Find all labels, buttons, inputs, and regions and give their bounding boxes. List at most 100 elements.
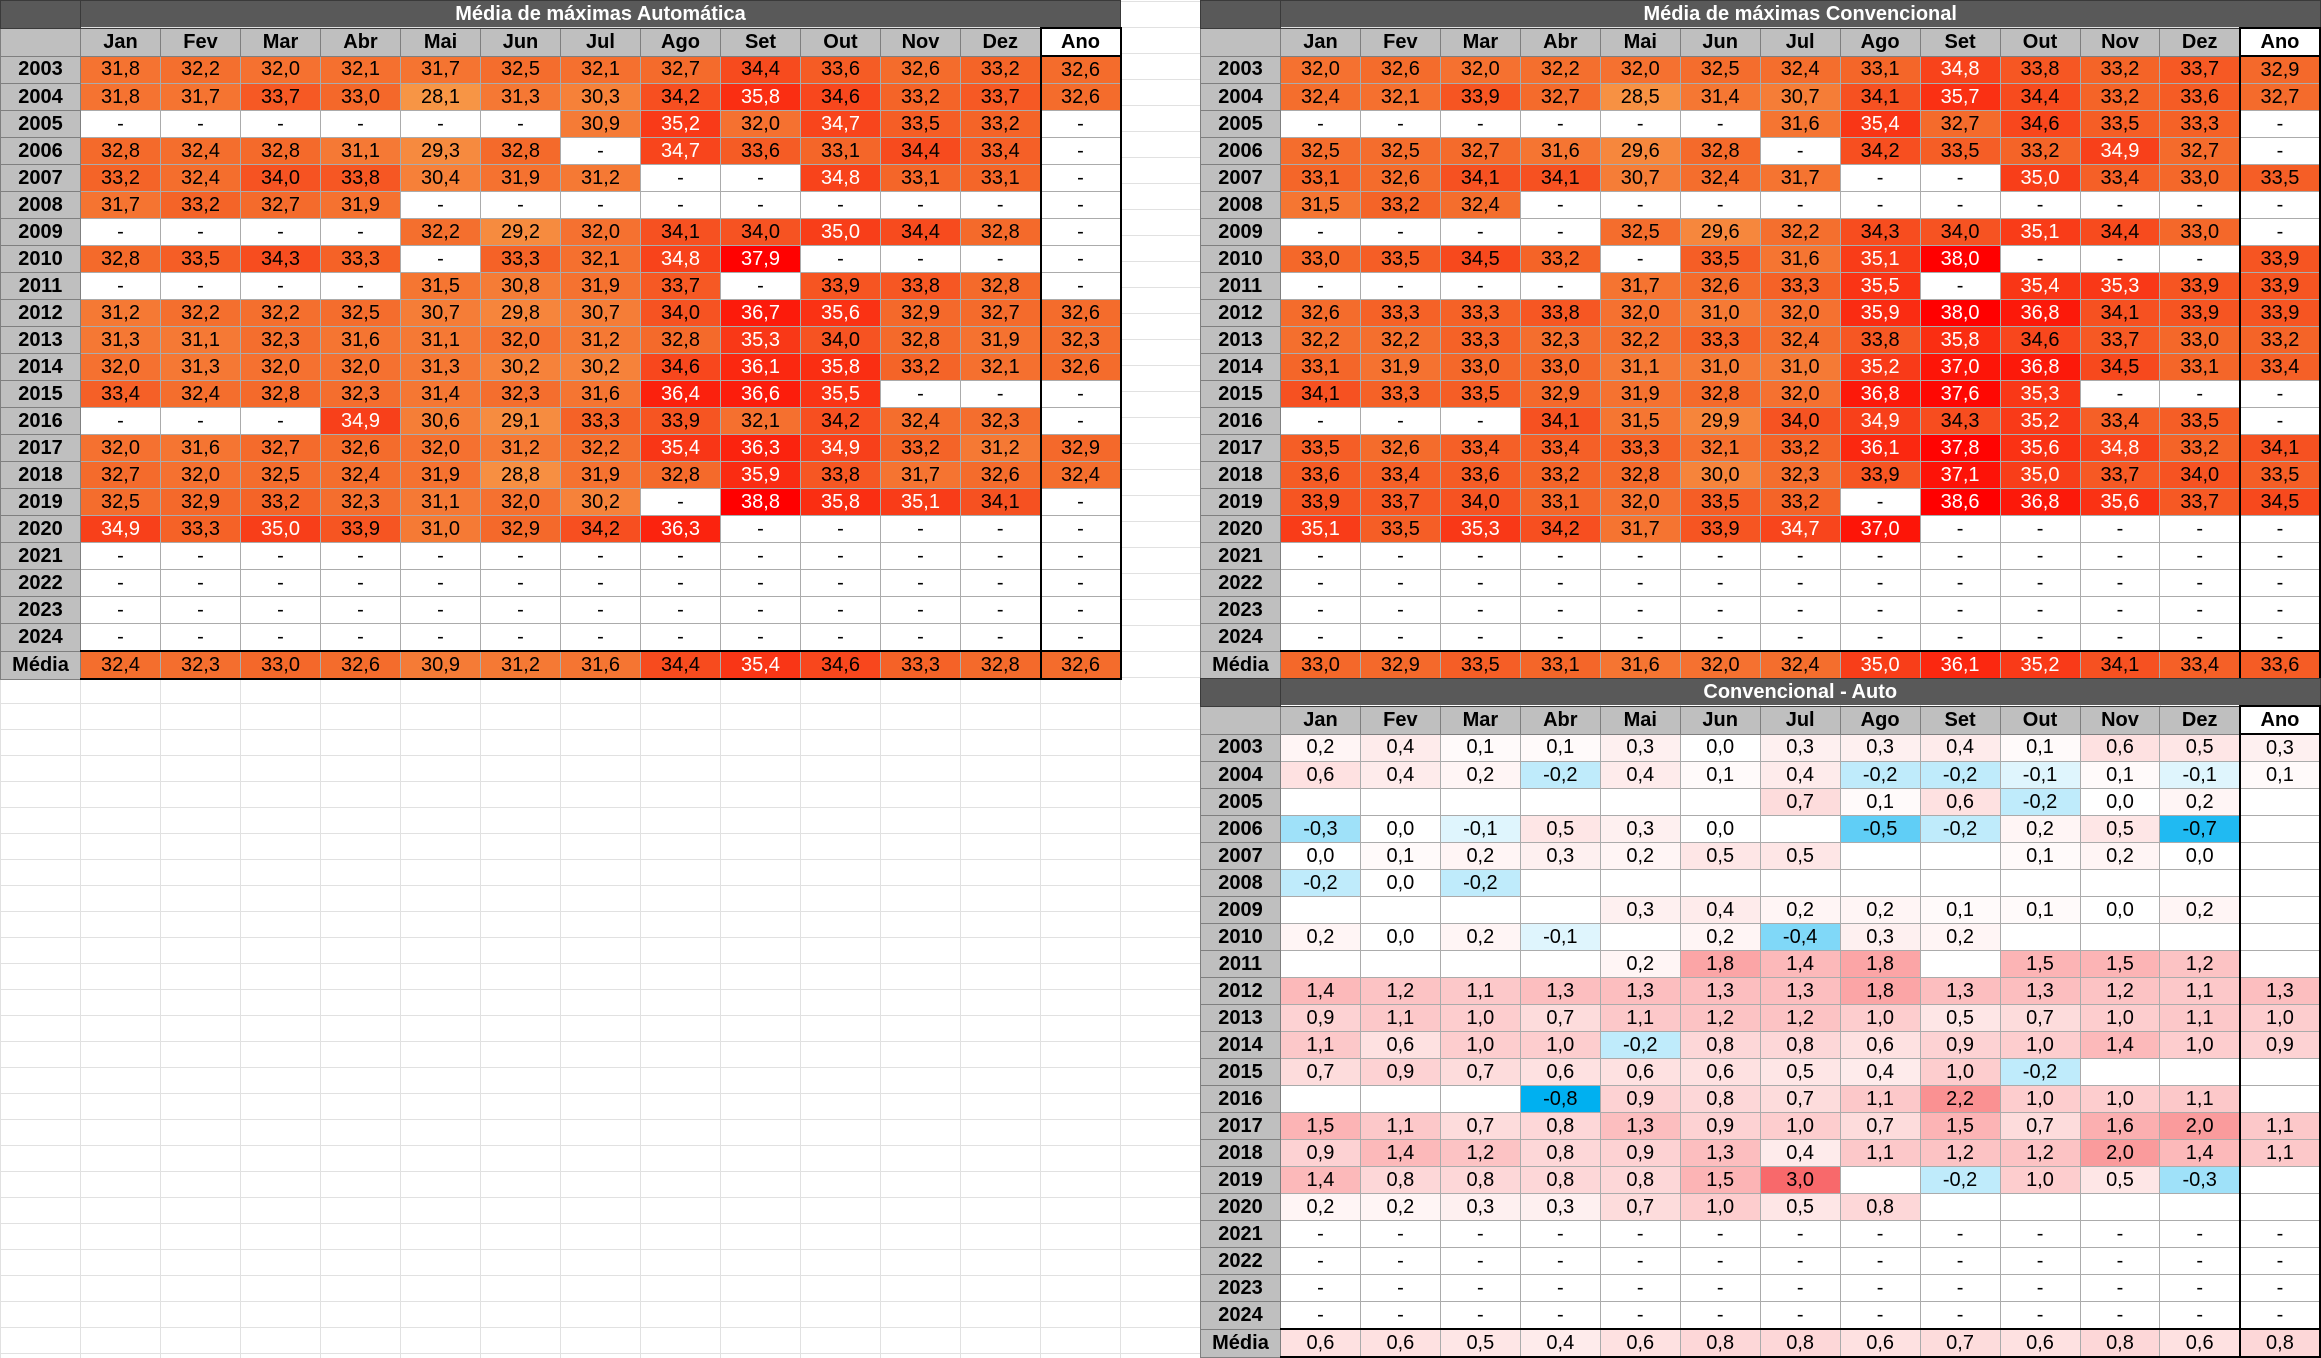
cell[interactable]: 32,6 (1359, 164, 1441, 192)
cell[interactable]: 32,3 (1039, 326, 1122, 354)
cell[interactable]: 1,1 (2159, 1004, 2241, 1032)
cell[interactable]: 0,7 (1279, 1058, 1361, 1086)
cell[interactable]: - (2159, 1247, 2241, 1275)
cell[interactable]: - (1999, 245, 2081, 273)
cell[interactable]: 32,8 (480, 137, 561, 165)
cell[interactable]: - (1439, 1220, 1521, 1248)
cell[interactable]: - (1359, 218, 1441, 246)
cell[interactable] (2238, 1085, 2321, 1113)
cell[interactable]: - (480, 569, 561, 597)
cell[interactable]: - (1679, 191, 1761, 219)
cell[interactable]: 31,1 (400, 488, 481, 516)
cell[interactable]: 33,9 (800, 272, 881, 300)
cell[interactable]: 34,9 (1839, 407, 1921, 435)
cell[interactable]: 0,8 (1679, 1031, 1761, 1059)
cell[interactable]: 34,1 (1439, 164, 1521, 192)
cell[interactable]: - (1519, 569, 1601, 597)
cell[interactable] (1359, 950, 1441, 978)
cell[interactable]: - (1439, 542, 1521, 570)
cell[interactable]: - (1919, 596, 2001, 624)
cell[interactable]: - (1679, 542, 1761, 570)
cell[interactable] (1919, 869, 2001, 897)
cell[interactable]: 32,0 (400, 434, 481, 462)
cell[interactable]: 0,1 (1999, 842, 2081, 870)
cell[interactable]: 1,5 (2079, 950, 2161, 978)
cell[interactable]: 0,5 (1679, 842, 1761, 870)
cell[interactable]: 34,1 (2079, 299, 2161, 327)
cell[interactable]: 0,9 (1599, 1139, 1681, 1167)
cell[interactable]: - (240, 596, 321, 624)
cell[interactable]: - (1599, 191, 1681, 219)
cell[interactable]: 32,6 (1039, 299, 1122, 327)
cell[interactable]: 31,7 (880, 461, 961, 489)
cell[interactable]: 33,9 (1679, 515, 1761, 543)
cell[interactable]: 0,4 (1679, 896, 1761, 924)
cell[interactable]: 35,8 (1919, 326, 2001, 354)
cell[interactable]: 1,0 (1919, 1058, 2001, 1086)
cell[interactable]: 32,7 (640, 55, 721, 84)
cell[interactable]: 0,6 (1599, 1058, 1681, 1086)
cell[interactable]: 35,6 (1999, 434, 2081, 462)
cell[interactable]: 34,5 (1439, 245, 1521, 273)
cell[interactable]: - (720, 623, 801, 652)
cell[interactable]: 31,9 (400, 461, 481, 489)
cell[interactable]: - (1359, 623, 1441, 652)
cell[interactable]: 33,2 (2079, 55, 2161, 84)
cell[interactable]: 32,2 (400, 218, 481, 246)
cell[interactable]: 32,2 (160, 299, 241, 327)
cell[interactable]: - (1839, 191, 1921, 219)
cell[interactable]: 33,0 (1439, 353, 1521, 381)
cell[interactable]: 0,1 (1839, 788, 1921, 816)
cell[interactable]: - (1039, 488, 1122, 516)
cell[interactable]: - (1039, 515, 1122, 543)
cell[interactable]: 31,4 (400, 380, 481, 408)
cell[interactable]: 0,4 (1359, 733, 1441, 762)
cell[interactable]: 35,1 (1999, 218, 2081, 246)
cell[interactable]: 36,6 (720, 380, 801, 408)
avg-cell[interactable]: 32,0 (1679, 650, 1761, 680)
cell[interactable]: - (1999, 1274, 2081, 1302)
cell[interactable]: 32,1 (560, 55, 641, 84)
cell[interactable]: 33,9 (2238, 299, 2321, 327)
cell[interactable]: 32,9 (480, 515, 561, 543)
cell[interactable]: 31,3 (400, 353, 481, 381)
cell[interactable]: 38,8 (720, 488, 801, 516)
cell[interactable]: 0,2 (2159, 788, 2241, 816)
avg-cell[interactable]: 34,4 (640, 650, 721, 680)
avg-cell[interactable]: 0,6 (2159, 1328, 2241, 1358)
cell[interactable]: 33,3 (1359, 380, 1441, 408)
cell[interactable]: 32,9 (880, 299, 961, 327)
cell[interactable]: 0,7 (1599, 1193, 1681, 1221)
cell[interactable]: 32,2 (1759, 218, 1841, 246)
cell[interactable]: - (400, 623, 481, 652)
cell[interactable]: 33,2 (240, 488, 321, 516)
cell[interactable]: - (1679, 596, 1761, 624)
cell[interactable]: 33,9 (1439, 83, 1521, 111)
avg-cell[interactable]: 34,6 (800, 650, 881, 680)
cell[interactable]: 31,6 (560, 380, 641, 408)
cell[interactable]: 32,4 (1439, 191, 1521, 219)
cell[interactable]: 32,7 (1519, 83, 1601, 111)
cell[interactable]: 32,0 (1759, 299, 1841, 327)
cell[interactable]: 31,7 (80, 191, 161, 219)
cell[interactable]: - (2159, 245, 2241, 273)
cell[interactable]: - (80, 542, 161, 570)
cell[interactable]: 33,9 (2238, 272, 2321, 300)
cell[interactable]: 1,1 (1839, 1085, 1921, 1113)
cell[interactable]: 30,7 (400, 299, 481, 327)
cell[interactable]: 33,3 (1679, 326, 1761, 354)
cell[interactable]: 0,0 (1679, 733, 1761, 762)
cell[interactable]: - (240, 569, 321, 597)
cell[interactable]: - (960, 245, 1041, 273)
cell[interactable]: 0,2 (1439, 761, 1521, 789)
cell[interactable]: 31,6 (320, 326, 401, 354)
cell[interactable]: 34,1 (1519, 164, 1601, 192)
cell[interactable] (1599, 869, 1681, 897)
cell[interactable]: 33,4 (2079, 164, 2161, 192)
cell[interactable] (2079, 1058, 2161, 1086)
cell[interactable]: 1,8 (1839, 950, 1921, 978)
cell[interactable]: 0,6 (1679, 1058, 1761, 1086)
cell[interactable]: 32,0 (1279, 55, 1361, 84)
cell[interactable]: 31,1 (160, 326, 241, 354)
cell[interactable]: 33,0 (2159, 326, 2241, 354)
